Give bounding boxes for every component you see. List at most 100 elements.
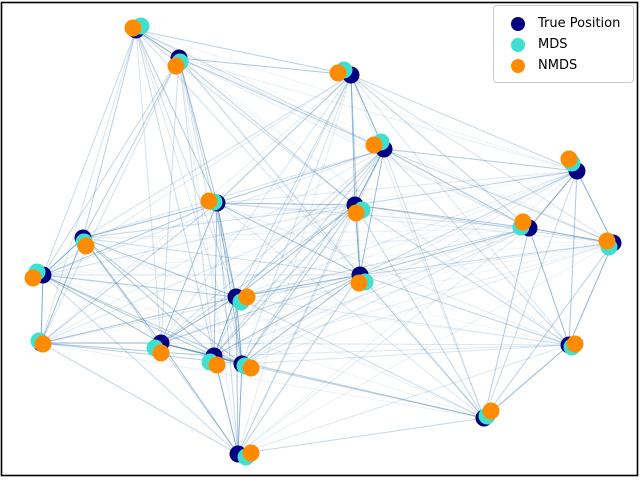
graph-edge xyxy=(160,342,239,455)
graph-edge xyxy=(237,227,530,455)
graph-edge xyxy=(40,57,180,344)
node-marker-nmds xyxy=(238,288,256,306)
graph-edge xyxy=(213,204,356,357)
node-marker-nmds xyxy=(560,150,578,168)
graph-edge xyxy=(82,237,570,346)
graph-edge xyxy=(237,417,485,455)
graph-edge xyxy=(135,29,218,204)
true-position-marker-icon xyxy=(511,16,525,31)
graph-edge xyxy=(528,227,570,346)
graph-edge xyxy=(241,344,570,365)
node-marker-nmds xyxy=(365,136,383,154)
graph-edge xyxy=(350,74,530,229)
graph-edge xyxy=(216,202,530,229)
graph-edge xyxy=(160,148,385,344)
graph-edge xyxy=(483,227,530,419)
legend-item-mds: MDS xyxy=(504,34,623,55)
graph-edge xyxy=(568,242,614,346)
node-marker-nmds xyxy=(152,344,170,362)
graph-edge xyxy=(359,274,485,419)
graph-edge xyxy=(213,148,385,357)
graph-edge xyxy=(178,57,352,76)
graph-edge xyxy=(383,148,485,419)
graph-edge xyxy=(42,29,137,276)
graph-edge xyxy=(359,274,570,346)
graph-edge xyxy=(42,274,243,365)
graph-edge xyxy=(160,57,180,344)
graph-edge xyxy=(350,74,485,419)
graph-edge xyxy=(40,342,570,346)
legend-item-true-position: True Position xyxy=(504,13,623,34)
graph-edge xyxy=(235,296,570,346)
graph-edge xyxy=(237,74,352,455)
graph-edge xyxy=(82,237,614,244)
graph-edge xyxy=(135,29,485,419)
graph-edge xyxy=(40,29,137,344)
legend-label-mds: MDS xyxy=(538,37,568,52)
graph-edge xyxy=(350,74,361,276)
graph-edge xyxy=(160,342,570,346)
graph-edge xyxy=(213,170,578,357)
graph-edge xyxy=(178,57,578,172)
graph-edge xyxy=(383,148,578,172)
graph-edge xyxy=(42,274,215,357)
graph-edge xyxy=(160,296,237,344)
graph-edge xyxy=(135,29,215,357)
graph-edge xyxy=(40,202,218,344)
graph-edge xyxy=(235,242,614,298)
graph-edge xyxy=(135,29,578,172)
graph-edge xyxy=(135,29,243,365)
graph-edge xyxy=(40,342,215,357)
graph-edge xyxy=(178,57,614,244)
series-nmds xyxy=(24,19,616,462)
graph-edge xyxy=(213,227,530,357)
graph-edge xyxy=(40,227,530,344)
graph-edge xyxy=(350,74,614,244)
graph-edge xyxy=(160,274,361,344)
node-marker-nmds xyxy=(77,237,95,255)
graph-edge xyxy=(359,242,614,276)
graph-edge xyxy=(42,202,218,276)
node-marker-nmds xyxy=(242,444,260,462)
graph-edge xyxy=(354,204,614,244)
graph-edge xyxy=(82,202,218,239)
graph-edge xyxy=(40,342,485,419)
mds-marker-icon xyxy=(511,37,525,52)
graph-edge xyxy=(82,237,243,365)
node-marker-nmds xyxy=(514,213,532,231)
graph-edge xyxy=(40,237,84,344)
graph-edge xyxy=(178,57,485,419)
graph-edge xyxy=(42,274,237,298)
graph-edge xyxy=(160,227,530,344)
graph-edge xyxy=(178,57,237,298)
graph-edge xyxy=(359,227,530,276)
graph-edge xyxy=(42,74,352,276)
node-marker-nmds xyxy=(566,335,584,353)
graph-edge xyxy=(235,148,385,298)
graph-edge xyxy=(135,29,237,298)
graph-edge xyxy=(235,204,356,298)
graph-edge xyxy=(359,148,385,276)
node-marker-nmds xyxy=(242,359,260,377)
graph-edge xyxy=(354,148,385,206)
graph-edge xyxy=(241,242,614,365)
graph-edge xyxy=(40,274,44,344)
graph-edge xyxy=(160,242,614,344)
graph-edge xyxy=(42,148,385,276)
graph-edge xyxy=(178,57,215,357)
graph-edge xyxy=(216,202,239,455)
graph-edge xyxy=(237,242,614,455)
graph-edge xyxy=(82,237,162,344)
graph-edge xyxy=(42,57,180,276)
graph-edge xyxy=(213,242,614,357)
graph-edge xyxy=(135,29,162,344)
graph-edge xyxy=(576,170,614,244)
graph-edge xyxy=(40,342,239,455)
edge-layer xyxy=(40,29,614,455)
graph-edge xyxy=(241,274,361,365)
graph-edge xyxy=(42,274,162,344)
graph-edge xyxy=(42,274,570,346)
